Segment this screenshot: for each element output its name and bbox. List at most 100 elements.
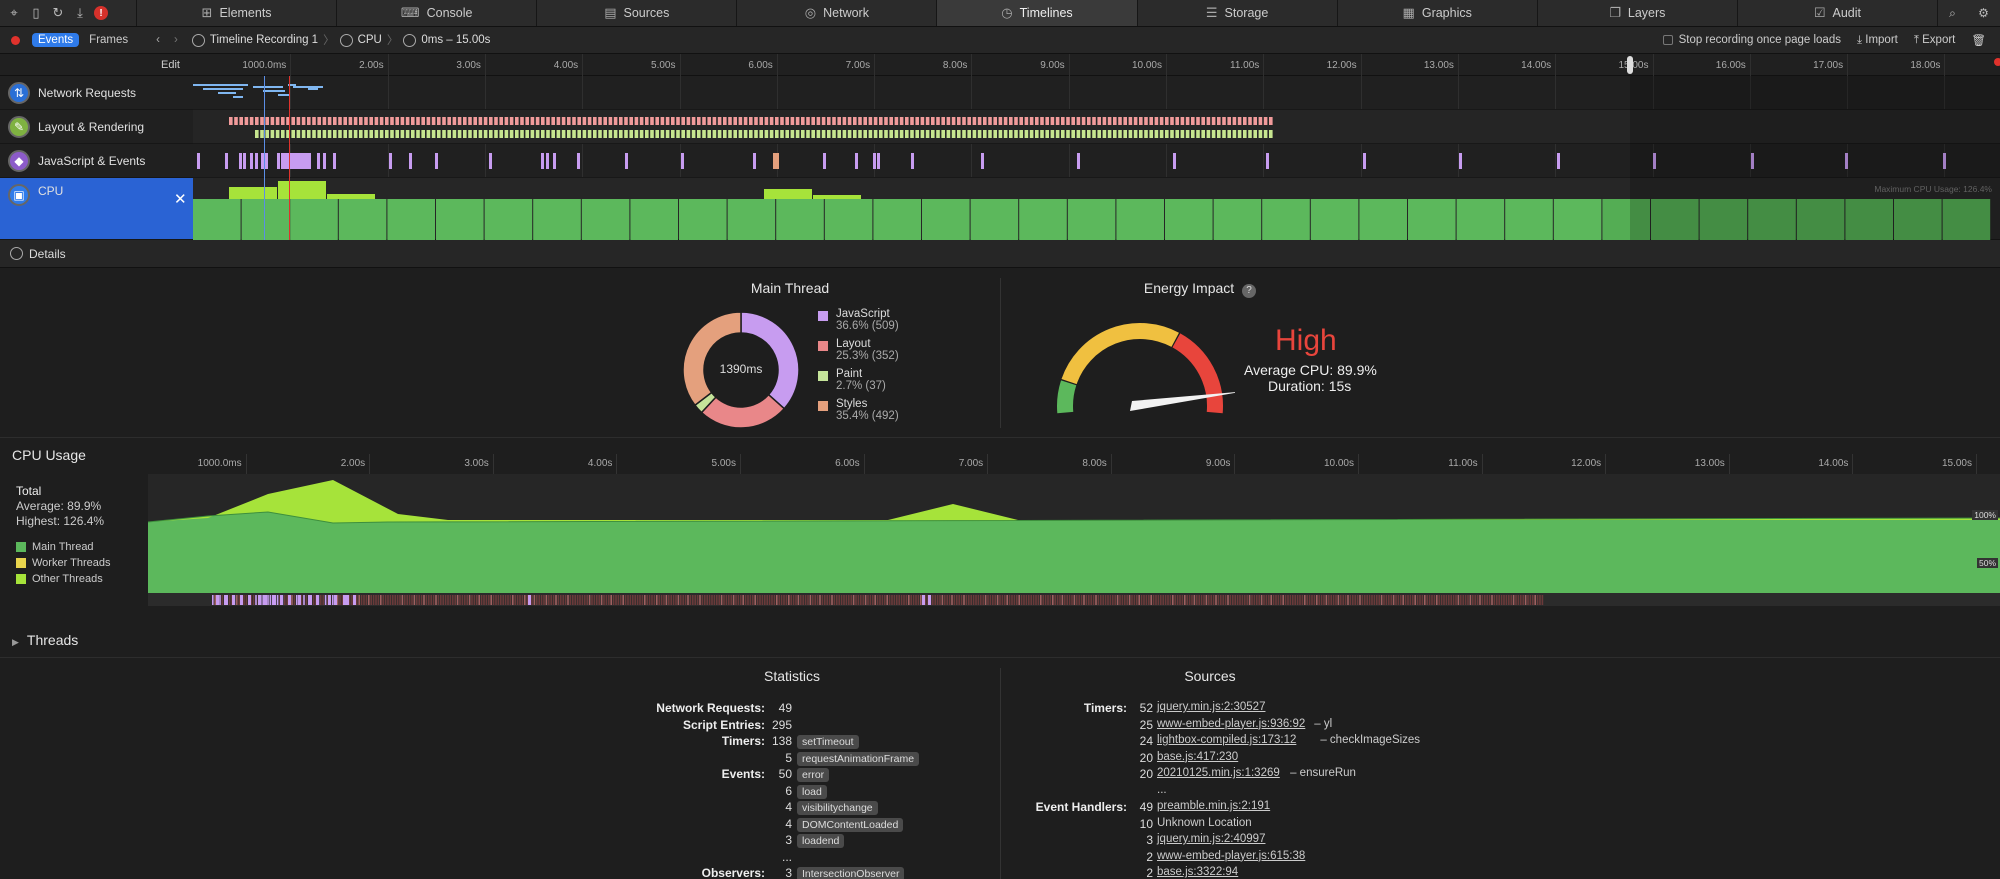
activity-mark	[1220, 595, 1222, 605]
overview-row-cpu[interactable]: ▣ CPU	[0, 178, 193, 240]
help-icon[interactable]: ?	[1242, 284, 1257, 298]
device-icon[interactable]: ▯	[32, 5, 40, 20]
paint-mark	[1118, 130, 1122, 138]
activity-mark	[1529, 595, 1532, 605]
paint-mark	[561, 130, 566, 138]
paint-mark	[645, 130, 649, 138]
stat-pill[interactable]: load	[797, 784, 827, 799]
overview-row-network-requests[interactable]: ⇅ Network Requests	[0, 76, 193, 110]
stat-key: Events:	[721, 767, 765, 781]
source-link[interactable]: www-embed-player.js:936:92	[1157, 717, 1306, 730]
layout-mark	[868, 117, 873, 125]
selection-handle[interactable]	[1627, 56, 1633, 74]
gear-icon[interactable]: ⚙	[1978, 6, 1989, 20]
script-mark	[250, 153, 253, 169]
stat-pill[interactable]: error	[797, 768, 830, 782]
network-request-bar	[278, 94, 290, 96]
graphics-icon: ▦	[1402, 5, 1415, 20]
back-icon[interactable]: ‹	[156, 34, 160, 46]
threads-disclosure[interactable]: ▶ Threads	[12, 632, 78, 648]
tab-network[interactable]: ◎ Network	[737, 0, 938, 26]
forward-icon[interactable]: ›	[174, 34, 178, 46]
ruler-tick: 1000.0ms	[242, 60, 287, 71]
stop-recording-checkbox[interactable]: Stop recording once page loads	[1662, 34, 1841, 46]
tab-timelines[interactable]: ◷ Timelines	[937, 0, 1138, 26]
stat-pill[interactable]: loadend	[797, 834, 845, 848]
donut-slice-javascript[interactable]	[740, 311, 800, 410]
tab-console[interactable]: ⌨ Console	[337, 0, 538, 26]
activity-mark	[953, 595, 956, 605]
activity-mark	[1402, 595, 1404, 605]
export-button[interactable]: ⤒ Export	[1914, 34, 1956, 47]
stat-pill[interactable]: DOMContentLoaded	[797, 817, 904, 832]
activity-mark	[807, 595, 809, 605]
reload-icon[interactable]: ↻	[52, 5, 64, 20]
activity-mark	[1032, 595, 1035, 605]
layout-mark	[598, 117, 602, 125]
script-activity-mark	[248, 595, 251, 605]
inspect-icon[interactable]: ⌖	[10, 5, 18, 20]
details-bar[interactable]: Details	[0, 240, 2000, 268]
script-mark	[855, 153, 858, 169]
cpu-sample-bar	[1165, 199, 1213, 240]
stat-pill[interactable]: IntersectionObserver	[797, 867, 905, 879]
paint-mark	[421, 130, 425, 138]
activity-mark	[1176, 595, 1179, 605]
record-button[interactable]	[11, 35, 20, 45]
layout-mark	[582, 117, 587, 125]
paint-mark	[1144, 130, 1148, 138]
activity-mark	[548, 595, 550, 605]
tab-bar-tail: ⌕ ⚙	[1938, 0, 2000, 26]
layout-mark	[749, 117, 753, 125]
activity-mark	[1541, 595, 1544, 605]
source-count: 20	[1139, 750, 1153, 765]
paint-mark	[385, 130, 389, 138]
activity-mark	[1426, 595, 1428, 605]
trash-icon[interactable]: 🗑	[1971, 35, 1986, 47]
breadcrumb-range[interactable]: 0ms – 15.00s	[421, 34, 491, 46]
stat-pill[interactable]: visibilitychange	[797, 801, 878, 815]
tab-storage[interactable]: ☰ Storage	[1138, 0, 1338, 26]
tab-audit[interactable]: ☑ Audit	[1738, 0, 1938, 26]
activity-mark	[651, 595, 653, 605]
cpu-row-close-icon[interactable]: ✕	[174, 191, 187, 208]
layout-mark	[1009, 117, 1013, 125]
events-toggle[interactable]: Events	[32, 33, 80, 47]
source-link[interactable]: base.js:3322:94	[1157, 866, 1239, 878]
donut-slice-styles[interactable]	[682, 311, 742, 407]
source-link[interactable]: 20210125.min.js:1:3269	[1157, 767, 1280, 779]
download-icon[interactable]: ⤓	[77, 5, 83, 20]
import-button[interactable]: ⤓ Import	[1857, 34, 1898, 47]
frames-toggle[interactable]: Frames	[89, 34, 129, 46]
paint-mark	[1253, 130, 1257, 138]
source-link[interactable]: www-embed-player.js:615:38	[1157, 849, 1306, 862]
overview-row-javascript-events[interactable]: ◆ JavaScript & Events	[0, 144, 193, 178]
layout-mark	[260, 117, 264, 125]
activity-mark	[480, 595, 483, 605]
source-link[interactable]: lightbox-compiled.js:173:12	[1157, 734, 1297, 746]
layout-mark	[717, 117, 722, 125]
activity-mark	[1244, 595, 1246, 605]
stat-pill[interactable]: requestAnimationFrame	[797, 751, 920, 766]
tab-graphics[interactable]: ▦ Graphics	[1338, 0, 1538, 26]
error-badge-icon[interactable]: !	[94, 6, 108, 20]
breadcrumb-recording[interactable]: Timeline Recording 1	[209, 34, 319, 46]
tab-sources[interactable]: ▤ Sources	[537, 0, 738, 26]
layout-mark	[421, 117, 425, 125]
script-activity-mark	[353, 595, 356, 605]
edit-button[interactable]: Edit	[161, 59, 180, 71]
activity-mark	[1325, 595, 1328, 605]
source-link[interactable]: jquery.min.js:2:30527	[1157, 701, 1266, 713]
overview-row-layout-rendering[interactable]: ✎ Layout & Rendering	[0, 110, 193, 144]
source-link[interactable]: preamble.min.js:2:191	[1157, 800, 1271, 812]
tab-layers[interactable]: ❐ Layers	[1538, 0, 1738, 26]
paint-mark	[1217, 130, 1221, 138]
tab-elements[interactable]: ⊞ Elements	[137, 0, 338, 26]
breadcrumb-cpu[interactable]: CPU	[357, 34, 382, 46]
stat-pill[interactable]: setTimeout	[797, 735, 859, 749]
search-icon[interactable]: ⌕	[1949, 5, 1956, 20]
layout-mark	[697, 117, 701, 125]
activity-mark	[946, 595, 948, 605]
source-link[interactable]: base.js:417:230	[1157, 750, 1239, 763]
source-link[interactable]: jquery.min.js:2:40997	[1157, 833, 1266, 845]
